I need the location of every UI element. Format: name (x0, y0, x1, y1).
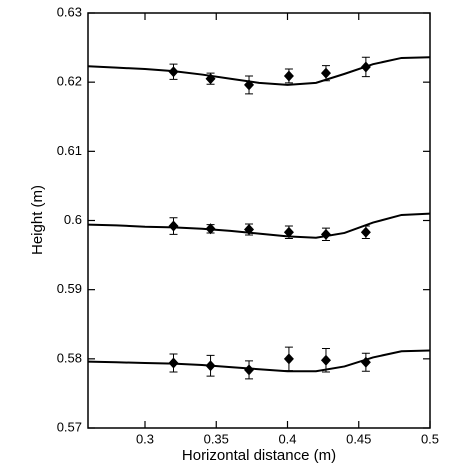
x-tick-label: 0.5 (421, 431, 439, 446)
marker (283, 70, 294, 82)
marker (283, 353, 294, 365)
marker (360, 226, 371, 238)
curve (87, 56, 431, 86)
marker (283, 226, 294, 238)
marker (168, 66, 179, 78)
marker (360, 61, 371, 73)
x-tick-label: 0.35 (204, 431, 229, 446)
marker (244, 364, 255, 376)
marker (320, 228, 331, 240)
y-tick-label: 0.59 (57, 281, 82, 296)
marker (205, 223, 216, 235)
x-tick-label: 0.4 (278, 431, 296, 446)
y-tick-label: 0.61 (57, 143, 82, 158)
x-tick-label: 0.45 (346, 431, 371, 446)
marker (360, 356, 371, 368)
y-tick-label: 0.63 (57, 4, 82, 19)
marker (320, 354, 331, 366)
y-tick-label: 0.57 (57, 419, 82, 434)
marker (168, 220, 179, 232)
y-tick-label: 0.6 (64, 212, 82, 227)
marker (205, 360, 216, 372)
marker (168, 357, 179, 369)
curve (87, 349, 431, 373)
x-axis-title: Horizontal distance (m) (182, 447, 336, 464)
marker (244, 79, 255, 91)
y-tick-label: 0.62 (57, 74, 82, 89)
y-tick-label: 0.58 (57, 350, 82, 365)
marker (244, 223, 255, 235)
marker (320, 67, 331, 79)
marker (205, 73, 216, 85)
curve (87, 212, 431, 239)
y-axis-title: Height (m) (29, 185, 46, 255)
x-tick-label: 0.3 (136, 431, 154, 446)
